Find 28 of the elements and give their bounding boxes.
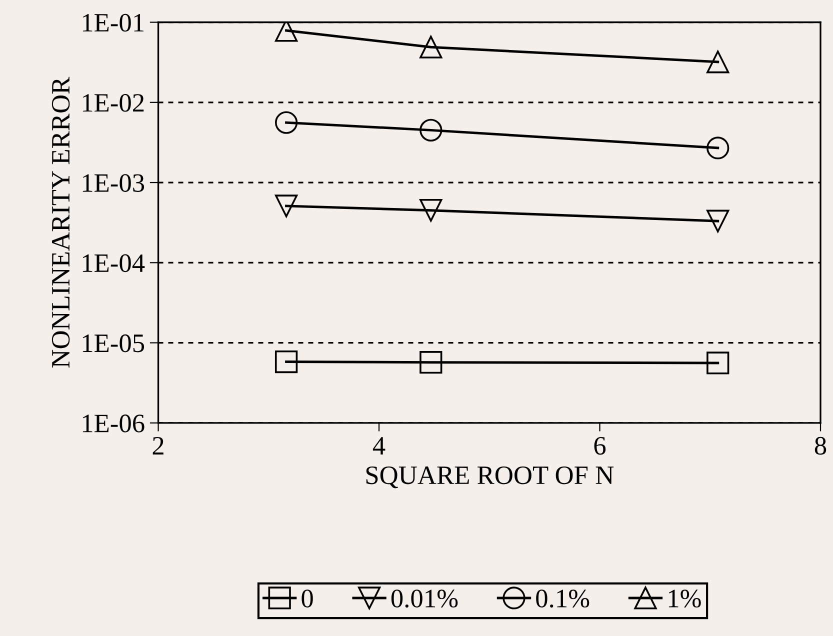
point: [420, 118, 442, 142]
y-tick-label: 1E-01: [82, 14, 144, 32]
point: [706, 210, 730, 232]
legend-label: 0.1%: [536, 590, 590, 608]
y-tick-label: 1E-06: [82, 414, 144, 432]
point: [274, 22, 298, 42]
legend-label: 1%: [668, 590, 701, 608]
point: [420, 351, 442, 374]
point: [706, 50, 730, 74]
legend-label: 0.01%: [391, 590, 458, 608]
point: [706, 136, 730, 160]
point: [420, 199, 442, 222]
legend-label: 0: [302, 590, 313, 608]
x-tick-label: 6: [594, 436, 606, 455]
x-tick-label: 2: [152, 436, 164, 454]
y-tick-label: 1E-05: [82, 334, 144, 352]
y-tick-label: 1E-03: [82, 174, 144, 192]
point: [274, 350, 298, 374]
point: [274, 194, 298, 218]
point: [420, 36, 442, 58]
y-tick-label: 1E-04: [82, 254, 145, 272]
x-axis-title: SQUARE ROOT OF N: [366, 466, 614, 488]
point: [706, 352, 730, 374]
x-tick-label: 8: [814, 436, 826, 455]
y-axis-title: NONLINEARITY ERROR: [52, 76, 70, 368]
y-tick-label: 1E-02: [82, 94, 144, 112]
x-tick-label: 4: [372, 437, 386, 454]
point: [274, 111, 298, 134]
